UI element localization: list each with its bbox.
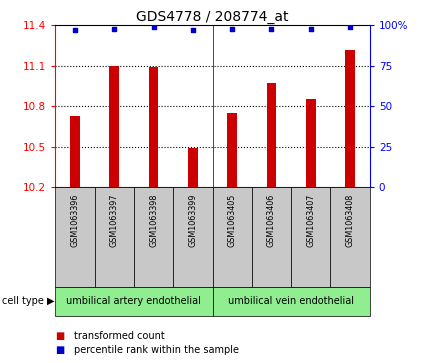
Bar: [306, 99, 316, 187]
Text: GSM1063405: GSM1063405: [228, 194, 237, 247]
Bar: [227, 113, 237, 187]
Text: GSM1063406: GSM1063406: [267, 194, 276, 247]
Point: [150, 24, 157, 30]
Title: GDS4778 / 208774_at: GDS4778 / 208774_at: [136, 11, 289, 24]
FancyBboxPatch shape: [94, 187, 134, 287]
Text: umbilical vein endothelial: umbilical vein endothelial: [228, 296, 354, 306]
FancyBboxPatch shape: [134, 187, 173, 287]
FancyBboxPatch shape: [252, 187, 291, 287]
Point: [71, 27, 78, 33]
Point: [307, 26, 314, 32]
Point: [190, 27, 196, 33]
Text: GSM1063398: GSM1063398: [149, 194, 158, 247]
FancyBboxPatch shape: [331, 187, 370, 287]
FancyBboxPatch shape: [212, 287, 370, 316]
Text: GSM1063397: GSM1063397: [110, 194, 119, 248]
Text: percentile rank within the sample: percentile rank within the sample: [74, 345, 239, 355]
Text: GSM1063399: GSM1063399: [188, 194, 197, 248]
Bar: [70, 115, 80, 187]
Text: ■: ■: [55, 331, 65, 341]
Bar: [345, 50, 355, 187]
Text: GSM1063407: GSM1063407: [306, 194, 315, 247]
Bar: [149, 67, 159, 187]
Text: umbilical artery endothelial: umbilical artery endothelial: [66, 296, 201, 306]
FancyBboxPatch shape: [55, 287, 212, 316]
Text: ■: ■: [55, 345, 65, 355]
Text: cell type ▶: cell type ▶: [2, 296, 55, 306]
Point: [347, 24, 354, 30]
Text: GSM1063396: GSM1063396: [71, 194, 79, 247]
Point: [111, 26, 118, 32]
FancyBboxPatch shape: [291, 187, 331, 287]
Point: [229, 26, 235, 32]
FancyBboxPatch shape: [55, 187, 94, 287]
Text: transformed count: transformed count: [74, 331, 165, 341]
Bar: [109, 66, 119, 187]
Text: GSM1063408: GSM1063408: [346, 194, 354, 247]
Bar: [266, 83, 276, 187]
Point: [268, 26, 275, 32]
Bar: [188, 148, 198, 187]
FancyBboxPatch shape: [212, 187, 252, 287]
FancyBboxPatch shape: [173, 187, 212, 287]
